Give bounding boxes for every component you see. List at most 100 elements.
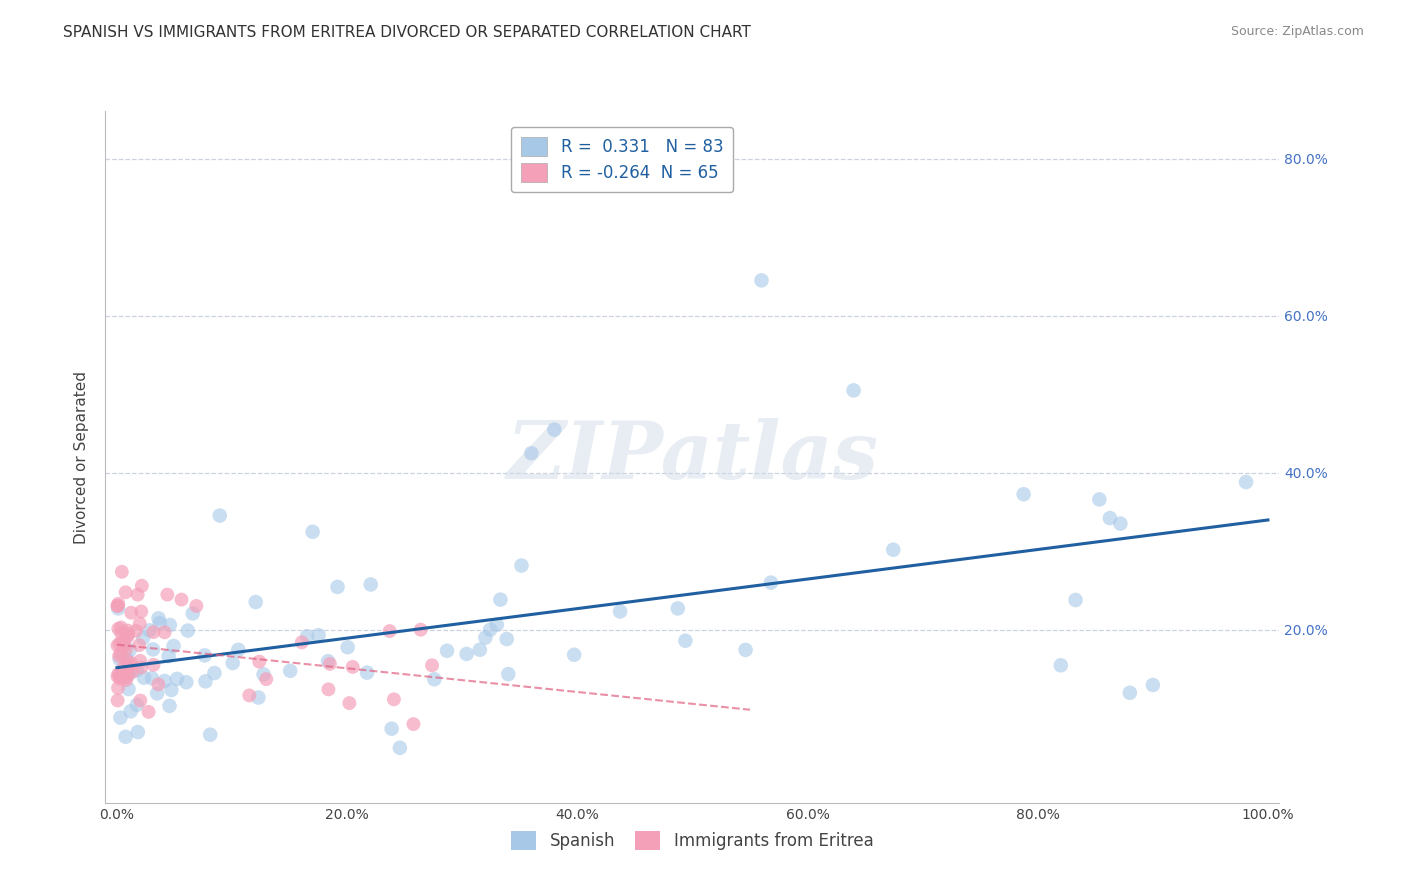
Point: [759, 575, 782, 590]
Point: [127, 588, 149, 602]
Point: [108, 652, 131, 666]
Point: [402, 717, 425, 731]
Point: [751, 273, 773, 287]
Point: [423, 672, 446, 686]
Text: Source: ZipAtlas.com: Source: ZipAtlas.com: [1230, 25, 1364, 38]
Point: [291, 635, 314, 649]
Point: [120, 704, 142, 718]
Legend: Spanish, Immigrants from Eritrea: Spanish, Immigrants from Eritrea: [505, 824, 880, 856]
Point: [316, 654, 339, 668]
Point: [543, 423, 565, 437]
Point: [146, 686, 169, 700]
Point: [278, 664, 301, 678]
Point: [337, 696, 360, 710]
Point: [115, 630, 138, 644]
Point: [194, 648, 217, 663]
Point: [382, 692, 405, 706]
Point: [120, 656, 142, 670]
Point: [142, 657, 165, 672]
Point: [127, 725, 149, 739]
Point: [117, 681, 139, 696]
Point: [496, 667, 519, 681]
Point: [118, 643, 141, 657]
Point: [132, 671, 155, 685]
Point: [342, 660, 364, 674]
Point: [194, 674, 217, 689]
Point: [110, 711, 132, 725]
Point: [882, 542, 904, 557]
Point: [108, 648, 131, 663]
Point: [318, 682, 340, 697]
Point: [115, 629, 138, 643]
Point: [301, 524, 323, 539]
Point: [111, 635, 134, 649]
Point: [128, 616, 150, 631]
Point: [153, 625, 176, 640]
Point: [110, 672, 132, 686]
Point: [295, 629, 318, 643]
Point: [308, 628, 330, 642]
Point: [436, 644, 458, 658]
Point: [112, 660, 135, 674]
Point: [107, 622, 129, 636]
Point: [388, 740, 411, 755]
Point: [108, 637, 131, 651]
Point: [115, 642, 138, 657]
Point: [159, 698, 181, 713]
Point: [356, 665, 378, 680]
Point: [1119, 686, 1142, 700]
Point: [247, 655, 270, 669]
Point: [148, 677, 170, 691]
Y-axis label: Divorced or Separated: Divorced or Separated: [75, 371, 90, 543]
Point: [159, 618, 181, 632]
Point: [111, 565, 134, 579]
Point: [115, 652, 138, 666]
Point: [162, 639, 184, 653]
Point: [138, 705, 160, 719]
Point: [1142, 678, 1164, 692]
Point: [131, 579, 153, 593]
Point: [177, 624, 200, 638]
Point: [160, 682, 183, 697]
Point: [186, 599, 208, 613]
Point: [107, 599, 129, 613]
Point: [121, 665, 143, 679]
Point: [666, 601, 689, 615]
Point: [378, 624, 401, 638]
Point: [125, 663, 148, 677]
Point: [336, 640, 359, 655]
Point: [420, 658, 443, 673]
Point: [510, 558, 533, 573]
Point: [673, 633, 696, 648]
Point: [107, 601, 129, 615]
Point: [129, 654, 152, 668]
Point: [156, 588, 179, 602]
Point: [117, 666, 139, 681]
Point: [254, 672, 277, 686]
Point: [1098, 511, 1121, 525]
Point: [114, 585, 136, 599]
Point: [149, 616, 172, 631]
Point: [226, 642, 249, 657]
Point: [474, 631, 496, 645]
Point: [198, 728, 221, 742]
Point: [479, 623, 502, 637]
Point: [128, 638, 150, 652]
Point: [107, 639, 129, 653]
Point: [117, 627, 139, 641]
Point: [520, 446, 543, 460]
Point: [107, 693, 129, 707]
Point: [409, 623, 432, 637]
Point: [252, 667, 274, 681]
Point: [125, 698, 148, 712]
Point: [107, 681, 129, 695]
Point: [117, 624, 139, 638]
Point: [381, 722, 404, 736]
Point: [110, 647, 132, 661]
Point: [456, 647, 478, 661]
Point: [170, 592, 193, 607]
Point: [319, 657, 342, 671]
Point: [129, 693, 152, 707]
Point: [117, 659, 139, 673]
Point: [153, 673, 176, 688]
